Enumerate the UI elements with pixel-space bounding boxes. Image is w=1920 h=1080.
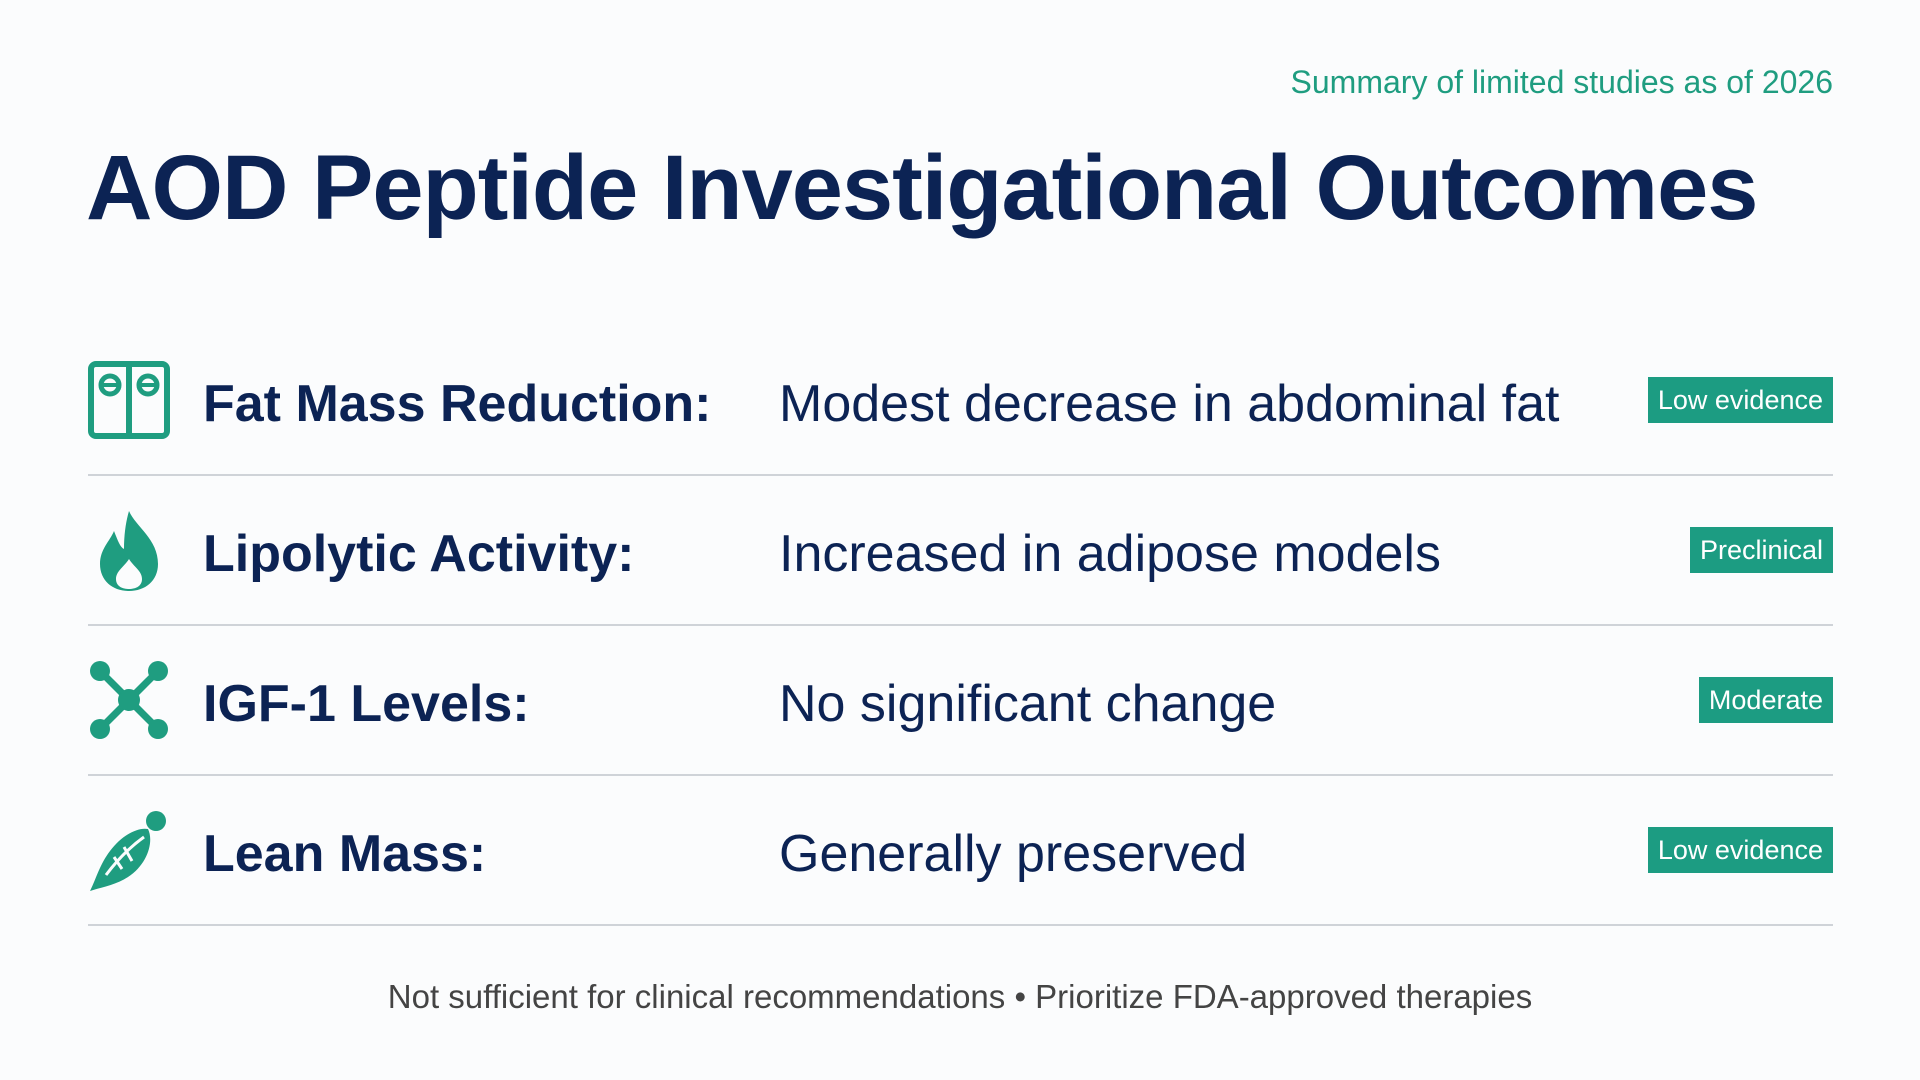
icon [90,811,166,891]
evidence-badge: Moderate [1698,677,1833,723]
title: AOD Peptide Investigational Outcomes [86,137,1758,239]
footer-note: Not sufficient for clinical recommendati… [387,978,1533,1015]
row-label: Lipolytic Activity: [203,525,635,583]
row-description: Generally preserved [779,825,1248,883]
icon [90,661,168,739]
evidence-badge: Preclinical [1689,527,1833,573]
evidence-badge: Low evidence [1647,377,1833,423]
outcome-row: Lipolytic Activity: Increased in adipose… [88,474,1833,626]
subtitle: Summary of limited studies as of 2026 [1290,64,1833,100]
row-label: Lean Mass: [203,825,487,883]
icon [100,511,158,591]
row-label: Fat Mass Reduction: [203,375,712,433]
row-label: IGF-1 Levels: [203,675,530,733]
outcome-row: IGF-1 Levels: No significant change Mode… [88,624,1833,776]
icon [88,361,170,439]
evidence-badge: Low evidence [1647,827,1833,873]
row-description: No significant change [779,675,1277,733]
outcome-row: Fat Mass Reduction: Modest decrease in a… [88,324,1833,476]
row-description: Modest decrease in abdominal fat [779,375,1560,433]
row-description: Increased in adipose models [779,525,1441,583]
outcome-row: Lean Mass: Generally preserved Low evide… [88,774,1833,926]
